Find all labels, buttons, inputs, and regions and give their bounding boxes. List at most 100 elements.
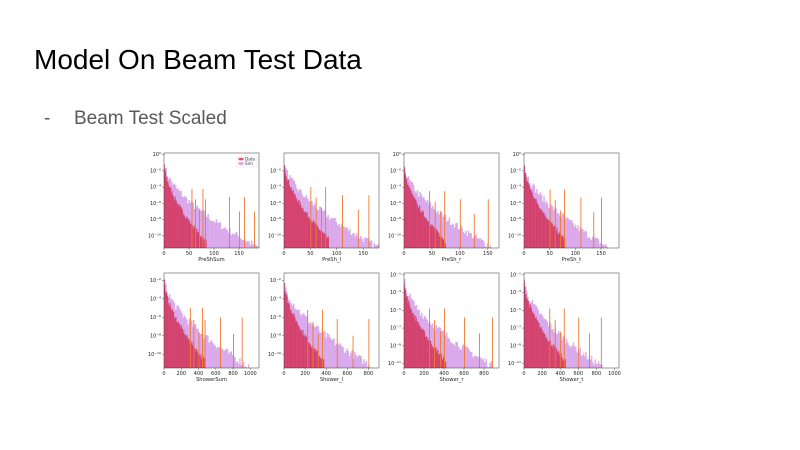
data-histogram-bin: [291, 187, 292, 248]
x-tick-label: 600: [211, 371, 221, 377]
data-histogram-bin: [524, 279, 525, 368]
data-histogram-bin: [532, 311, 534, 368]
sim-histogram-bin: [327, 214, 329, 248]
sim-histogram-bin: [249, 244, 252, 248]
sim-histogram-bin: [242, 362, 245, 368]
sim-histogram-bin: [592, 362, 594, 368]
sim-histogram-bin: [246, 241, 249, 248]
sim-histogram-bin: [605, 244, 607, 248]
data-histogram-bin: [174, 317, 175, 368]
data-histogram-bin: [554, 347, 556, 368]
sim-histogram-bin: [206, 216, 208, 248]
data-histogram-bin: [177, 322, 178, 368]
data-histogram-bin: [406, 178, 408, 248]
sim-histogram-bin: [200, 211, 203, 248]
sim-histogram-bin: [584, 356, 586, 368]
sim-histogram-bin: [447, 220, 449, 248]
sim-histogram-bin: [338, 224, 340, 248]
sim-histogram-bin: [230, 235, 233, 248]
data-histogram-bin: [287, 302, 289, 368]
data-histogram-bin: [165, 176, 167, 248]
histogram-panel-6: 0 200 400 600 800 10⁻² 10⁻⁴ 10⁻⁶ 10⁻⁸ 10⁻¹⁰ Shower…: [268, 272, 380, 383]
sim-histogram-bin: [357, 355, 360, 368]
sim-histogram-bin: [221, 229, 223, 248]
data-histogram-bin: [288, 303, 290, 368]
data-histogram-bin: [407, 302, 409, 368]
data-histogram-bin: [300, 330, 301, 368]
data-histogram-bin: [166, 177, 168, 248]
sim-histogram-bin: [229, 351, 231, 368]
data-histogram-bin: [304, 212, 306, 248]
data-histogram-bin: [545, 334, 547, 368]
data-histogram-bin: [305, 211, 306, 248]
y-tick-label: 10⁻¹¹: [508, 361, 521, 367]
data-histogram-bin: [434, 346, 436, 368]
sim-spike-bar: [368, 319, 370, 368]
sim-histogram-bin: [457, 346, 460, 368]
x-tick-label: 200: [419, 371, 429, 377]
sim-histogram-bin: [240, 238, 242, 248]
data-histogram-bin: [182, 328, 184, 368]
data-spike-bar: [440, 212, 442, 248]
data-histogram-bin: [173, 195, 174, 248]
sim-histogram-bin: [577, 225, 579, 248]
legend-swatch-sim: [238, 162, 244, 165]
sim-histogram-bin: [210, 221, 212, 248]
x-axis-label: PreSh_t: [562, 257, 581, 263]
plot-frame: [283, 152, 380, 249]
data-histogram-bin: [404, 284, 405, 368]
data-histogram-bin: [195, 231, 197, 248]
data-histogram-bin: [524, 165, 525, 248]
data-histogram-bin: [172, 309, 174, 368]
data-histogram-bin: [433, 227, 435, 248]
data-histogram-bin: [289, 187, 291, 248]
data-histogram-bin: [302, 334, 304, 368]
data-histogram-bin: [436, 229, 438, 248]
sim-histogram-bin: [574, 224, 577, 248]
sim-histogram-bin: [451, 343, 453, 368]
data-histogram-bin: [432, 224, 433, 248]
data-histogram-bin: [560, 353, 562, 368]
data-histogram-bin: [538, 323, 540, 368]
sim-histogram-bin: [447, 337, 449, 368]
sim-spike-bar: [342, 195, 343, 248]
legend-swatch-data: [238, 157, 244, 161]
data-histogram-bin: [408, 186, 409, 248]
sim-histogram-bin: [377, 244, 380, 248]
data-histogram-bin: [532, 193, 533, 248]
x-axis-label: PreSh_r: [442, 257, 462, 263]
sim-histogram-bin: [234, 356, 236, 368]
data-histogram-bin: [532, 196, 534, 248]
data-histogram-bin: [312, 222, 313, 248]
sim-histogram-bin: [342, 347, 344, 368]
data-histogram-bin: [432, 346, 433, 368]
data-histogram-bin: [188, 219, 190, 248]
data-histogram-bin: [429, 340, 431, 368]
data-histogram-bin: [312, 346, 313, 368]
sim-histogram-bin: [464, 345, 466, 368]
sim-histogram-bin: [215, 348, 218, 368]
x-tick-label: 200: [537, 371, 547, 377]
data-histogram-bin: [292, 313, 293, 368]
data-spike-bar: [205, 199, 206, 248]
sim-histogram-bin: [565, 218, 567, 248]
plot-frame: [403, 272, 500, 369]
data-histogram-bin: [324, 233, 326, 248]
data-histogram-bin: [415, 200, 417, 248]
sim-histogram-bin: [203, 338, 205, 368]
sim-histogram-bin: [230, 351, 232, 368]
data-histogram-bin: [197, 229, 199, 248]
data-histogram-bin: [307, 217, 309, 248]
sim-histogram-bin: [348, 356, 351, 368]
data-histogram-bin: [406, 184, 408, 248]
sim-histogram-bin: [351, 350, 353, 368]
data-histogram-bin: [286, 296, 288, 368]
data-histogram-bin: [405, 179, 407, 248]
sim-histogram-bin: [431, 323, 434, 368]
sim-histogram-bin: [585, 352, 587, 368]
histogram-panel-2: 0 50 100 150 10⁻² 10⁻⁴ 10⁻⁶ 10⁻⁸ 10⁻¹⁰ PreSh_l: [268, 152, 380, 263]
sim-histogram-bin: [374, 245, 377, 248]
sim-histogram-bin: [580, 229, 583, 248]
data-histogram-bin: [430, 340, 432, 368]
sim-histogram-bin: [252, 244, 254, 248]
